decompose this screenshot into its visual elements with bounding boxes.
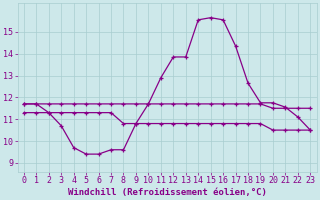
X-axis label: Windchill (Refroidissement éolien,°C): Windchill (Refroidissement éolien,°C)	[68, 188, 267, 197]
